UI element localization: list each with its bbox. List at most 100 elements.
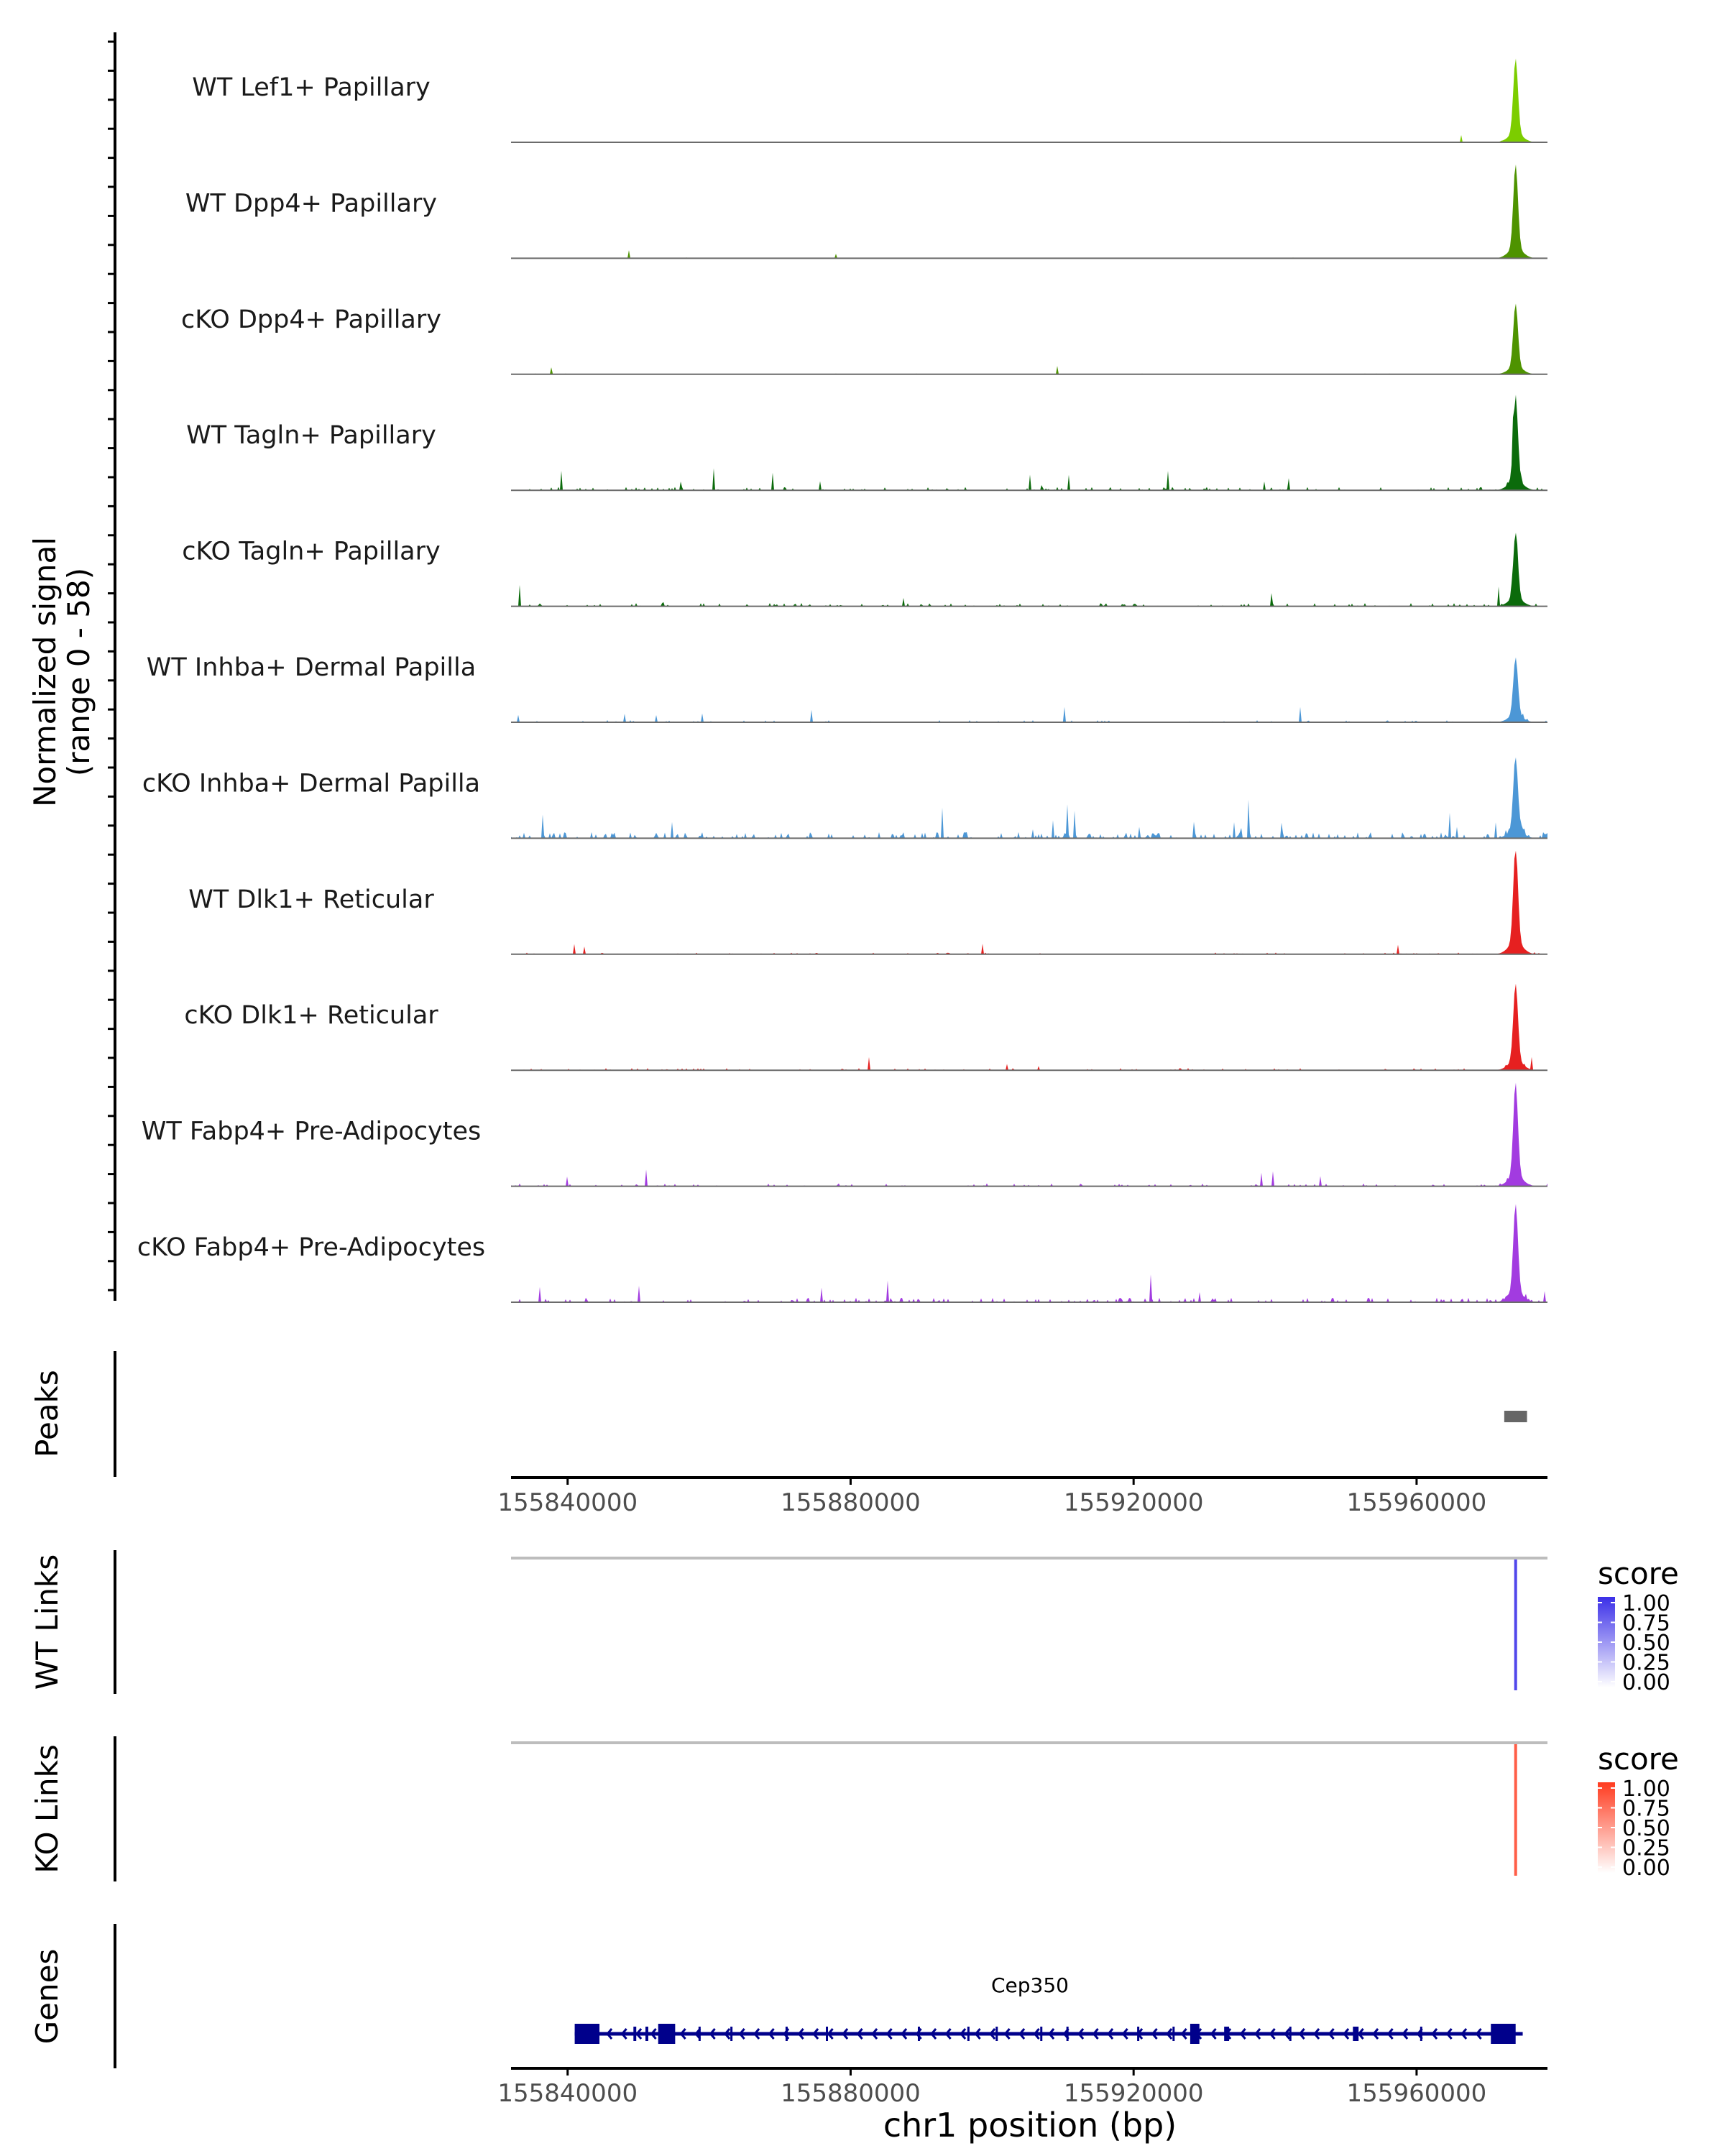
coverage-track: cKO Inhba+ Dermal Papilla [142,757,1547,839]
strand-arrow [812,2028,819,2040]
track-label: cKO Tagln+ Papillary [182,538,441,566]
gene-exon [1066,2027,1069,2041]
strand-arrow [709,2028,716,2040]
gene-exon [1040,2027,1043,2041]
ko-score-legend: score 1.000.750.500.250.00 [1598,1741,1679,1881]
coverage-y-label-line1: Normalized signal [27,537,63,807]
strand-arrow [1166,2028,1173,2040]
coverage-track: cKO Tagln+ Papillary [182,533,1547,607]
gene-exon [730,2027,733,2041]
strand-arrow [989,2028,996,2040]
ko-links-label: KO Links [29,1744,65,1874]
coverage-track: WT Dpp4+ Papillary [185,164,1547,259]
track-label: WT Lef1+ Papillary [192,73,431,102]
strand-arrow [856,2028,863,2040]
x-axis-bottom-tick-label: 155960000 [1347,2079,1487,2108]
strand-arrow [1298,2028,1305,2040]
x-axis-top-tick-label: 155840000 [497,1488,638,1517]
ko-legend-title: score [1598,1741,1679,1777]
track-label: WT Fabp4+ Pre-Adipocytes [142,1118,481,1146]
coverage-track: WT Fabp4+ Pre-Adipocytes [142,1082,1547,1187]
strand-arrow [1018,2028,1026,2040]
legend-tick-label: 0.00 [1622,1856,1670,1881]
coverage-track: cKO Dlk1+ Reticular [184,983,1547,1072]
strand-arrow [1357,2028,1364,2040]
strand-arrow [1254,2028,1261,2040]
wt-links-label: WT Links [29,1554,65,1690]
gene-exon [574,2024,600,2044]
legend-tick-label: 0.25 [1622,1836,1670,1861]
gene-model-cep350 [574,2024,1523,2044]
wt-legend-title: score [1598,1556,1679,1591]
x-axis-top: 155840000 155880000 155920000 155960000 [497,1478,1486,1517]
track-label: cKO Inhba+ Dermal Papilla [142,769,480,798]
strand-arrow [1445,2028,1453,2040]
gene-exon [658,2024,676,2044]
gene-exon [1289,2027,1292,2041]
strand-arrow [871,2028,878,2040]
strand-arrow [679,2028,686,2040]
strand-arrow [1180,2028,1187,2040]
strand-arrow [1284,2028,1291,2040]
strand-arrow [1239,2028,1246,2040]
x-axis-top-tick-label: 155960000 [1347,1488,1487,1517]
track-label: WT Inhba+ Dermal Papilla [147,653,476,682]
gene-exon [1137,2027,1140,2041]
track-label: WT Tagln+ Papillary [186,421,436,450]
strand-arrow [1077,2028,1085,2040]
x-axis-bottom: 155840000 155880000 155920000 155960000 [497,2068,1486,2108]
strand-arrow [827,2028,834,2040]
strand-arrow [1048,2028,1055,2040]
gene-exon [785,2027,788,2041]
strand-arrow [974,2028,981,2040]
coverage-track: cKO Dpp4+ Papillary [181,303,1547,375]
gene-exon [995,2027,998,2041]
strand-arrow [620,2028,627,2040]
gene-name-label: Cep350 [991,1973,1069,1997]
strand-arrow [901,2028,908,2040]
strand-arrow [738,2028,745,2040]
strand-arrow [724,2028,731,2040]
legend-tick-label: 1.00 [1622,1777,1670,1802]
coverage-track: WT Lef1+ Papillary [192,58,1547,143]
gene-exon [1172,2027,1175,2041]
x-axis-bottom-tick-label: 155880000 [781,2079,921,2108]
strand-arrow [1328,2028,1335,2040]
gene-exon [645,2027,648,2041]
coverage-y-label-line2: (range 0 - 58) [61,568,96,776]
strand-arrow [1210,2028,1217,2040]
ko-links-panel: KO Links score 1.000.750.500.250.00 [29,1736,1679,1881]
coverage-track: WT Tagln+ Papillary [186,395,1547,492]
strand-arrow [1092,2028,1099,2040]
track-label: cKO Fabp4+ Pre-Adipocytes [137,1233,485,1262]
peak-region [1504,1411,1527,1422]
legend-tick-label: 0.00 [1622,1670,1670,1695]
strand-arrow [1475,2028,1482,2040]
gene-exon [1420,2027,1422,2041]
strand-arrow [1107,2028,1114,2040]
strand-arrow [797,2028,804,2040]
track-label: cKO Dpp4+ Papillary [181,305,441,334]
strand-arrow [1372,2028,1379,2040]
x-axis-top-tick-label: 155920000 [1064,1488,1204,1517]
x-axis-top-tick-label: 155880000 [781,1488,921,1517]
coverage-track: cKO Fabp4+ Pre-Adipocytes [137,1204,1547,1303]
strand-arrow [1033,2028,1040,2040]
legend-tick-label: 0.75 [1622,1797,1670,1822]
strand-arrow [1003,2028,1011,2040]
track-label: WT Dpp4+ Papillary [185,189,437,218]
strand-arrow [1313,2028,1320,2040]
coverage-y-ticks [108,40,115,1291]
gene-exon [1353,2027,1359,2041]
track-label: WT Dlk1+ Reticular [188,885,434,914]
strand-arrow [944,2028,952,2040]
legend-tick-label: 0.50 [1622,1816,1670,1841]
strand-arrow [842,2028,849,2040]
strand-arrow [1343,2028,1350,2040]
strand-arrow [1121,2028,1128,2040]
strand-arrow [650,2028,657,2040]
x-axis-bottom-tick-label: 155840000 [497,2079,638,2108]
strand-arrow [960,2028,967,2040]
peak-regions [1504,1411,1527,1422]
